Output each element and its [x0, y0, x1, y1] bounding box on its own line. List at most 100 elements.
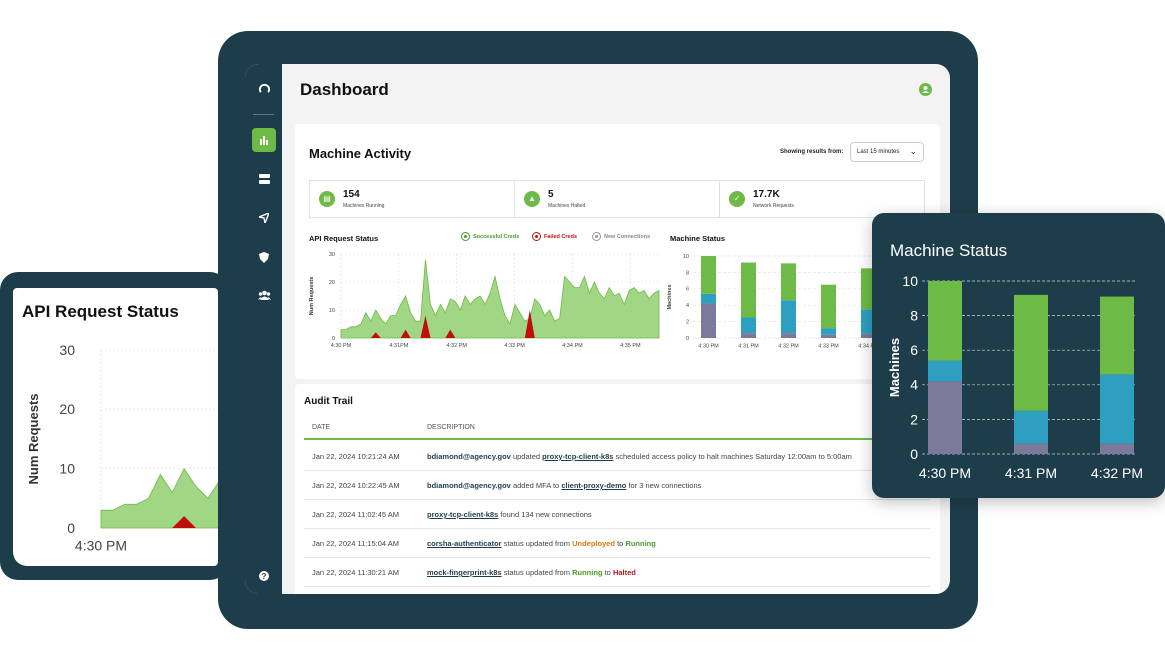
successful-creds-area	[100, 467, 218, 529]
y-tick-label: 30	[329, 252, 335, 258]
legend-failed-creds[interactable]: Failed Creds	[532, 232, 577, 241]
row-target-link[interactable]: proxy-tcp-client-k8s	[542, 452, 614, 461]
table-row[interactable]: Jan 22, 2024 11:02:45 AM proxy-tcp-clien…	[304, 500, 930, 529]
users-icon[interactable]	[252, 283, 276, 307]
stat-machines-running: ▤ 154 Machines Running	[309, 180, 515, 218]
x-tick-label: 4:30 PM	[698, 343, 719, 349]
page-title: Dashboard	[300, 80, 389, 99]
row-description: mock-fingerprint-k8s status updated from…	[427, 568, 636, 577]
bar-segment	[781, 300, 796, 334]
machine-activity-title: Machine Activity	[309, 146, 412, 161]
bar-segment	[1014, 410, 1048, 444]
api-zoom-title: API Request Status	[22, 302, 179, 321]
table-row[interactable]: Jan 22, 2024 11:30:21 AM mock-fingerprin…	[304, 558, 930, 587]
bar-segment	[1014, 294, 1048, 411]
status-to: Running	[625, 539, 656, 548]
y-axis-label: Machines	[667, 284, 673, 309]
bar-segment	[701, 303, 716, 338]
row-date: Jan 22, 2024 10:21:24 AM	[312, 452, 400, 461]
y-tick-label: 30	[59, 342, 75, 358]
table-row[interactable]: Jan 22, 2024 10:22:45 AM bdiamond@agency…	[304, 471, 930, 500]
bar-segment	[821, 328, 836, 335]
server-icon[interactable]	[252, 167, 276, 191]
x-tick-label: 4:33 PM	[818, 343, 839, 349]
row-description: corsha-authenticator status updated from…	[427, 539, 656, 548]
help-icon[interactable]: ?	[252, 564, 276, 588]
y-tick-label: 0	[67, 520, 75, 536]
row-target-link[interactable]: client-proxy-demo	[561, 481, 627, 490]
legend-successful-creds[interactable]: Successful Creds	[461, 232, 519, 241]
y-tick-label: 0	[686, 336, 689, 342]
machine-status-zoom-chart: 10 8 6 4 2 04:30 PM 4:31 PM 4:32 PM Machines	[887, 273, 1143, 481]
y-tick-label: 10	[59, 461, 75, 477]
x-tick-label: 4:30 PM	[919, 465, 971, 481]
y-axis-label: Num Requests	[26, 393, 41, 484]
y-axis-label: Num Requests	[309, 277, 315, 316]
bar-segment	[821, 334, 836, 338]
row-target-link[interactable]: mock-fingerprint-k8s	[427, 568, 502, 577]
bar-segment	[701, 293, 716, 304]
sidebar-divider	[253, 114, 274, 115]
x-tick-label: 4:30 PM	[331, 343, 352, 349]
bar-segment	[928, 281, 962, 361]
row-user: bdiamond@agency.gov	[427, 481, 511, 490]
api-chart-title: API Request Status	[309, 234, 379, 243]
y-tick-label: 0	[910, 446, 918, 462]
row-description: bdiamond@agency.gov added MFA to client-…	[427, 481, 702, 490]
legend-new-connections[interactable]: New Connections	[592, 232, 650, 241]
legend-dot	[461, 232, 470, 241]
status-to: Halted	[612, 568, 636, 577]
legend-dot	[532, 232, 541, 241]
row-target-link[interactable]: proxy-tcp-client-k8s	[427, 510, 499, 519]
time-range-value: Last 15 minutes	[857, 149, 900, 155]
row-description: bdiamond@agency.gov updated proxy-tcp-cl…	[427, 452, 852, 461]
audit-table-header: DATE DESCRIPTION	[304, 420, 930, 440]
stat-label: Network Requests	[753, 203, 794, 209]
bar-segment	[821, 284, 836, 329]
bar-segment	[1014, 443, 1048, 454]
y-tick-label: 0	[332, 336, 335, 342]
x-tick-label: 4:35 PM	[620, 343, 641, 349]
stat-value: 17.7K	[753, 189, 780, 200]
row-date: Jan 22, 2024 11:15:04 AM	[312, 539, 400, 548]
tablet-frame: ? Dashboard Machine Activity Showing res…	[218, 31, 978, 629]
x-tick-label: 4:34 PM	[562, 343, 583, 349]
api-request-zoom-panel: API Request Status 30 20 10 0 4:30 PM Num Req…	[13, 288, 218, 566]
shield-icon[interactable]	[252, 245, 276, 269]
bar-segment	[928, 360, 962, 382]
machine-chart-title: Machine Status	[670, 234, 726, 243]
showing-results-label: Showing results from:	[780, 149, 844, 155]
chart-icon[interactable]	[252, 128, 276, 152]
table-row[interactable]: Jan 22, 2024 11:15:04 AM corsha-authenti…	[304, 529, 930, 558]
table-row[interactable]: Jan 22, 2024 10:21:24 AM bdiamond@agency…	[304, 442, 930, 471]
y-axis-label: Machines	[887, 338, 902, 397]
y-tick-label: 6	[686, 287, 689, 293]
x-tick-label: 4:30 PM	[75, 537, 127, 553]
stat-label: Machines Running	[343, 203, 385, 209]
x-tick-label: 4:32 PM	[778, 343, 799, 349]
row-user: bdiamond@agency.gov	[427, 452, 511, 461]
y-tick-label: 20	[59, 401, 75, 417]
send-icon[interactable]	[252, 206, 276, 230]
bar-segment	[1100, 296, 1134, 375]
status-from: Undeployed	[572, 539, 615, 548]
stat-value: 5	[548, 189, 554, 200]
bar-segment	[928, 381, 962, 454]
x-tick-label: 4:33 PM	[504, 343, 525, 349]
row-date: Jan 22, 2024 10:22:45 AM	[312, 481, 400, 490]
y-tick-label: 10	[683, 254, 689, 260]
row-target-link[interactable]: corsha-authenticator	[427, 539, 502, 548]
row-date: Jan 22, 2024 11:02:45 AM	[312, 510, 400, 519]
user-avatar-icon[interactable]	[919, 83, 932, 96]
row-description: proxy-tcp-client-k8s found 134 new conne…	[427, 510, 592, 519]
logo-icon[interactable]	[252, 76, 276, 100]
api-request-chart: 30 20 10 04:30 PM 4:31PM 4:32 PM 4:33 PM 4:34 P…	[309, 252, 660, 349]
y-tick-label: 4	[686, 303, 689, 309]
api-request-zoom-chart: 30 20 10 04:30 PM Num Requests	[26, 342, 218, 553]
machine-activity-card: Machine Activity Showing results from: L…	[295, 124, 940, 379]
col-description: DESCRIPTION	[427, 424, 475, 431]
successful-creds-area	[340, 259, 660, 339]
time-range-select[interactable]: Last 15 minutes ⌄	[850, 142, 924, 162]
x-tick-label: 4:31 PM	[1005, 465, 1057, 481]
